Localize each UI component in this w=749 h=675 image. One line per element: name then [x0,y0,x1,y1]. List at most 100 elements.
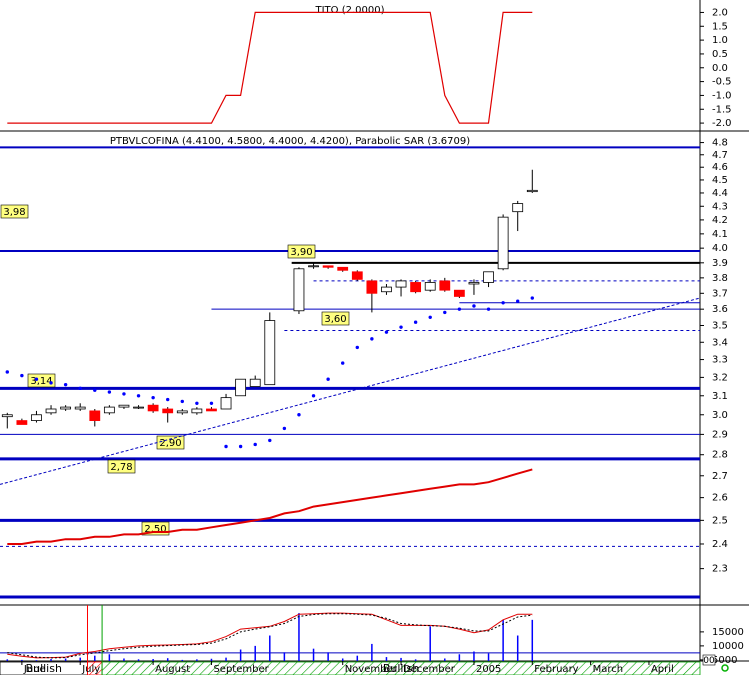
moving-average [7,468,533,545]
oscillator-line [7,613,533,659]
volume-bar [502,619,504,661]
candle-body [322,265,334,268]
volume-bar [356,655,359,661]
candle-body [424,282,436,291]
y-tick-label: 2.5 [712,515,728,526]
volume-bar [371,643,373,661]
sar-dot [370,337,374,341]
signal-label: Bullish [26,662,62,675]
volume-bar [269,635,271,661]
y-tick-label: 3.9 [712,258,728,269]
y-tick-label: 4.6 [712,162,728,173]
candle-body [118,404,130,408]
y-tick-label: 4.5 [712,175,728,186]
y-tick-label: 4.1 [712,229,728,240]
y-tick-label: -1.0 [712,90,732,101]
candle-body [351,271,363,280]
sar-dot [472,304,476,308]
last-value-label: 00 [703,656,715,666]
volume-bar [108,654,111,661]
volume-bar [516,635,519,661]
level-label: 3,60 [324,314,346,325]
level-label-box [287,244,316,259]
y-tick-label: 2.6 [712,493,728,504]
volume-bar [225,657,227,661]
candle-body [89,410,101,421]
candle-body [74,406,86,410]
volume-bar [400,657,402,661]
y-tick-label: 10000 [712,641,744,652]
y-tick-label: 3.5 [712,320,728,331]
sar-dot [399,325,403,329]
candle-body [308,265,319,268]
y-tick-label: -2.0 [712,118,732,129]
candle-body [293,268,305,312]
y-tick-label: 2.3 [712,564,728,575]
volume-bar [341,658,344,661]
level-label: 3,14 [30,376,52,387]
y-tick-label: 2.8 [712,450,728,461]
sar-dot [209,401,214,405]
candle-body [220,397,232,410]
volume-bar [50,659,52,661]
candle-body [162,408,174,414]
y-tick-label: 1.0 [712,35,728,46]
level-label: 2,78 [110,462,132,473]
sar-dot [166,397,170,402]
volume-bar [152,659,154,661]
volume-bar [181,659,184,661]
volume-bar [414,659,417,661]
volume-bar [327,652,329,661]
volume-bar [94,655,96,661]
sar-dot [326,377,330,381]
sar-dot [195,401,199,405]
x-tick-label: July [81,664,100,675]
indicator-line [7,11,533,124]
level-label-box [321,311,350,326]
candle-body [60,406,72,410]
y-tick-label: 3.4 [712,337,728,348]
y-tick-label: -0.5 [712,77,732,88]
sar-dot [457,307,462,311]
y-tick-label: 15000 [712,627,744,638]
sar-dot [501,301,505,305]
y-tick-label: 4.7 [712,150,728,161]
x-tick-label: 2005 [476,664,501,675]
candle-body [206,408,217,412]
candle-body [410,282,422,293]
y-tick-label: 5000 [712,655,737,666]
candle-body [526,189,538,193]
y-tick-label: 3.8 [712,273,728,284]
level-label: 2,90 [159,438,181,449]
candle-body [453,289,465,297]
y-tick-label: 4.2 [712,215,728,226]
level-label-box [27,373,56,388]
y-tick-label: 4.0 [712,243,728,254]
volume-bar [298,613,300,661]
candle-body [381,286,392,293]
volume-bar [64,658,67,661]
candle-body [249,378,261,387]
sar-dot [311,394,316,398]
signal-label: Bullish [383,662,419,675]
candle-body [31,414,42,421]
y-tick-label: 4.4 [712,188,728,199]
y-tick-label: 3.3 [712,355,728,366]
y-tick-label: 3.1 [712,391,728,402]
y-tick-label: 1.5 [712,21,728,32]
last-value-box [702,654,716,666]
candle-body [337,266,349,271]
volume-bar [487,653,490,661]
volume-bar [444,658,446,661]
y-tick-label: 4.8 [712,138,728,149]
candle-body [483,271,494,283]
candle-body [176,410,188,414]
candle-body [16,420,28,425]
candle-body [1,414,13,418]
sar-dot [224,444,228,449]
volume-bar [166,658,169,661]
x-tick-label: March [593,664,623,675]
sar-dot [282,426,287,431]
y-tick-label: 0.0 [712,63,728,74]
